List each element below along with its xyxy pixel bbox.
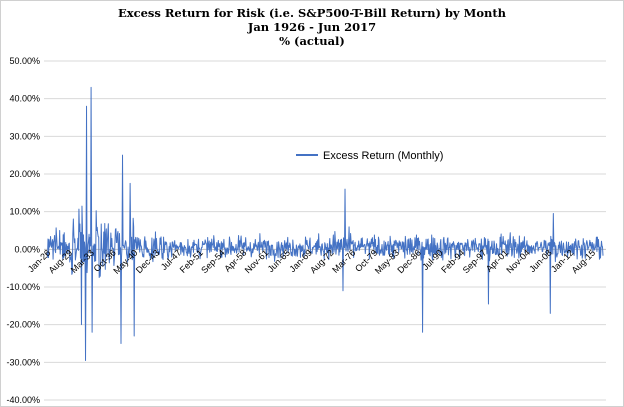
- legend: Excess Return (Monthly): [296, 150, 443, 162]
- legend-label-excess-return: Excess Return (Monthly): [323, 150, 443, 162]
- y-tick-label: 50.00%: [9, 56, 40, 66]
- chart-title: Excess Return for Risk (i.e. S&P500-T-Bi…: [117, 6, 507, 20]
- series-line-excess-return: [46, 86, 604, 361]
- y-axis-ticks: 50.00% 40.00% 30.00% 20.00% 10.00% 0.00% -10.0…: [6, 56, 40, 405]
- x-tick-label: May-40: [111, 248, 139, 276]
- y-tick-label: -20.00%: [6, 320, 40, 330]
- y-tick-label: -10.00%: [6, 282, 40, 292]
- y-tick-label: 10.00%: [9, 207, 40, 217]
- series-layer: [46, 86, 604, 361]
- y-tick-label: 30.00%: [9, 131, 40, 141]
- chart-subtitle-dates: Jan 1926 - Jun 2017: [247, 20, 377, 34]
- x-tick-label: Sep-54: [199, 248, 227, 276]
- x-tick-label: Nov-61: [243, 248, 271, 276]
- y-tick-label: 40.00%: [9, 94, 40, 104]
- y-tick-label: 0.00%: [14, 244, 40, 254]
- y-tick-label: -40.00%: [6, 395, 40, 405]
- chart-subtitle-units: % (actual): [279, 34, 345, 48]
- y-tick-label: 20.00%: [9, 169, 40, 179]
- x-tick-label: Dec-86: [395, 248, 423, 276]
- y-tick-label: -30.00%: [6, 357, 40, 367]
- gridlines: [44, 60, 606, 401]
